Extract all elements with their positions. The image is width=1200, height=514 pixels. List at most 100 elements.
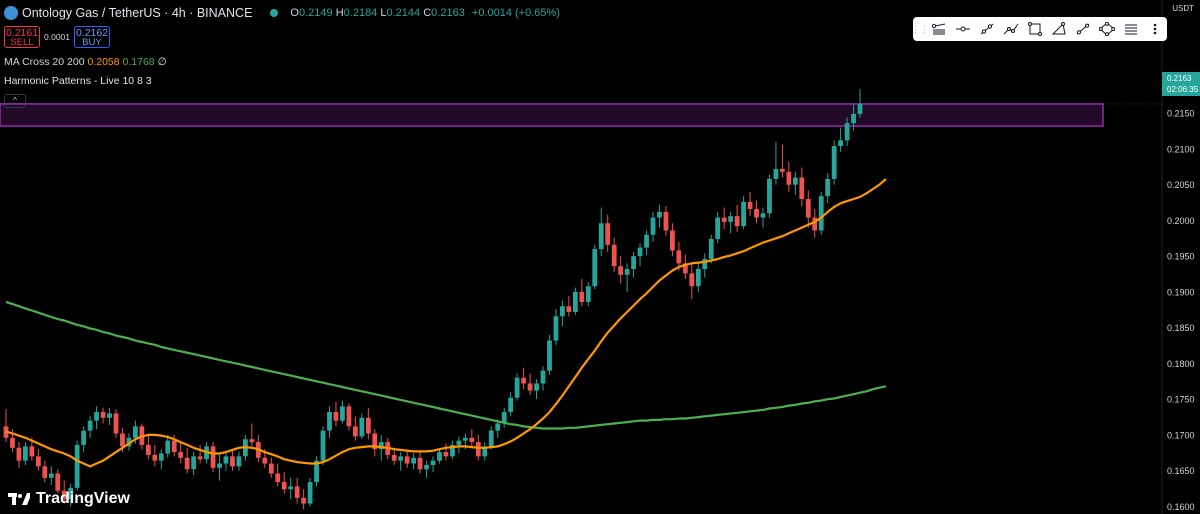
candle-body [682, 263, 688, 274]
candle-body [670, 230, 675, 251]
more-icon[interactable] [1143, 17, 1167, 41]
bar-countdown: 02:06:35 [1167, 85, 1199, 94]
candle-body [158, 453, 164, 461]
candle-body [527, 383, 533, 391]
symbol-title[interactable]: Ontology Gas / TetherUS · 4h · BINANCE [22, 6, 253, 20]
sell-button[interactable]: 0.2161 SELL [4, 26, 40, 48]
candle-body [55, 473, 61, 491]
candle-body [553, 316, 559, 341]
candle-body [695, 269, 701, 287]
ma-fast-line [5, 178, 887, 468]
tradingview-logo[interactable]: TradingView [8, 490, 130, 508]
candle-body [799, 177, 805, 199]
candle-body [831, 146, 837, 179]
sell-label: SELL [10, 37, 34, 48]
ray-icon[interactable] [1071, 17, 1095, 41]
candle-body [547, 340, 552, 371]
y-tick-label: 0.1900 [1167, 287, 1195, 297]
candle-body [340, 406, 345, 421]
candle-body [197, 456, 203, 460]
buy-price: 0.2162 [75, 27, 109, 39]
y-tick-label: 0.1750 [1167, 395, 1195, 405]
harmonic-indicator-legend[interactable]: Harmonic Patterns - Live 10 8 3 [4, 75, 152, 87]
candle-body [585, 286, 591, 302]
candle-body [74, 444, 80, 488]
y-tick-label: 0.2050 [1167, 180, 1195, 190]
candle-body [411, 457, 417, 464]
path-icon[interactable] [999, 17, 1023, 41]
candle-body [120, 433, 125, 447]
candle-body [100, 412, 106, 418]
candle-body [488, 430, 494, 447]
low-key: L [380, 7, 387, 19]
h-line-icon[interactable] [951, 17, 975, 41]
sell-price: 0.2161 [5, 27, 39, 39]
list-icon[interactable] [1119, 17, 1143, 41]
candle-body [81, 430, 87, 445]
candle-body [818, 196, 824, 231]
candle-body [747, 201, 753, 210]
ma-slow-value: 0.1768 [122, 56, 155, 68]
candle-body [42, 466, 48, 478]
trade-panel: 0.2161 SELL 0.0001 0.2162 BUY [4, 26, 110, 48]
candle-body [456, 440, 462, 445]
last-price: 0.2163 [1167, 74, 1192, 83]
candle-body [171, 440, 177, 453]
candle-body [450, 444, 455, 457]
candle-body [294, 486, 300, 498]
candle-body [417, 457, 423, 470]
candle-body [307, 482, 313, 504]
candle-body [398, 456, 404, 461]
high-key: H [335, 7, 344, 19]
candle-body [29, 446, 35, 457]
ma-slow-line [5, 300, 887, 430]
candle-body [281, 482, 287, 490]
candle-body [592, 249, 598, 287]
candle-body [780, 168, 785, 172]
candle-body [715, 217, 721, 240]
candle-body [107, 413, 112, 418]
rectangle-icon[interactable] [1023, 17, 1047, 41]
multi-line-icon[interactable] [927, 17, 951, 41]
candle-body [314, 460, 319, 483]
candle-body [514, 377, 520, 398]
candle-body [16, 447, 22, 461]
network-icon[interactable] [1095, 17, 1119, 41]
candle-body [262, 457, 268, 464]
buy-label: BUY [82, 37, 102, 48]
candle-body [728, 216, 734, 222]
candle-body [210, 446, 216, 468]
y-tick-label: 0.2150 [1167, 109, 1195, 119]
market-status-icon [270, 9, 279, 17]
ma-indicator-legend[interactable]: MA Cross 20 200 0.2058 0.1768 ∅ [4, 56, 167, 68]
candle-body [288, 486, 294, 490]
candle-body [320, 430, 326, 461]
triangle-icon[interactable] [1047, 17, 1071, 41]
trend-line-icon[interactable] [975, 17, 999, 41]
candle-body [605, 223, 611, 245]
price-change: +0.0014 (+0.65%) [471, 7, 560, 19]
candle-body [346, 406, 352, 427]
y-tick-label: 0.1850 [1167, 323, 1195, 333]
candle-body [48, 473, 54, 478]
candle-body [430, 460, 436, 465]
y-tick-label: 0.2100 [1167, 144, 1195, 154]
candle-body [10, 437, 15, 448]
candle-body [462, 437, 468, 441]
candle-body [424, 464, 429, 470]
currency-label[interactable]: USDT [1172, 4, 1194, 13]
candle-body [663, 211, 669, 231]
candle-body [301, 497, 307, 504]
candle-body [773, 168, 779, 179]
grip-icon[interactable]: ⋮⋮ [911, 23, 929, 34]
collapse-legend-button[interactable]: ^ [4, 94, 26, 108]
ohlc-values: O0.2149 H0.2184 L0.2144 C0.2163 +0.0014 … [290, 7, 560, 19]
candle-body [689, 273, 695, 287]
tradingview-logo-icon [8, 493, 30, 505]
close-value: 0.2163 [431, 7, 465, 19]
candle-body [23, 446, 28, 461]
buy-button[interactable]: 0.2162 BUY [74, 26, 110, 48]
chart-header: Ontology Gas / TetherUS · 4h · BINANCE O… [4, 4, 560, 22]
candle-body [437, 452, 442, 461]
